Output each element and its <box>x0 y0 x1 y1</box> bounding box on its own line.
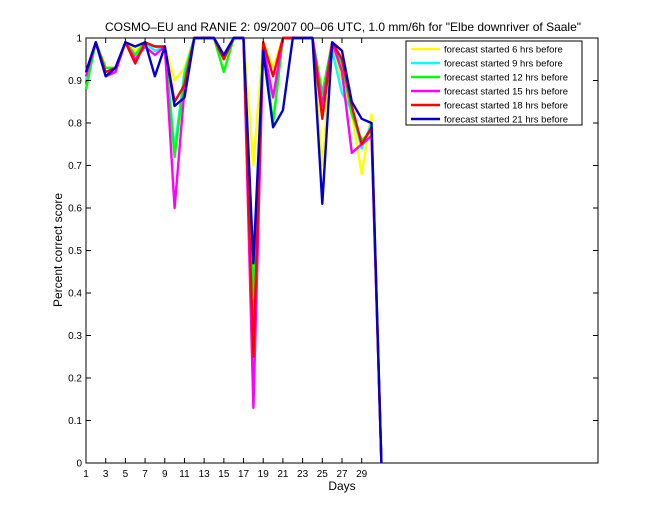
y-tick-label: 0.7 <box>68 161 82 172</box>
x-tick-label: 1 <box>83 469 89 480</box>
x-axis-label: Days <box>328 479 355 493</box>
x-tick-label: 17 <box>238 469 250 480</box>
x-tick-label: 29 <box>356 469 368 480</box>
y-tick-label: 0 <box>76 459 82 470</box>
chart-title: COSMO–EU and RANIE 2: 09/2007 00–06 UTC,… <box>105 20 581 34</box>
y-tick-label: 0.2 <box>68 374 82 385</box>
y-axis-label: Percent correct score <box>51 193 65 307</box>
legend-label-1: forecast started 6 hrs before <box>444 45 563 56</box>
legend-label-5: forecast started 18 hrs before <box>444 101 568 112</box>
x-tick-label: 7 <box>142 469 148 480</box>
x-tick-label: 27 <box>336 469 348 480</box>
x-axis: 1 3 5 7 9 11 13 15 17 19 21 23 25 27 29 <box>83 38 368 480</box>
y-axis: 0 0.1 0.2 0.3 0.4 0.5 0.6 0.7 0.8 0.9 1 <box>68 34 598 470</box>
y-tick-label: 0.9 <box>68 76 82 87</box>
x-tick-label: 3 <box>103 469 109 480</box>
series-line-6 <box>84 36 383 464</box>
y-tick-label: 0.8 <box>68 119 82 130</box>
legend: forecast started 6 hrs before forecast st… <box>405 40 583 126</box>
legend-label-6: forecast started 21 hrs before <box>444 115 568 126</box>
x-tick-label: 25 <box>317 469 329 480</box>
legend-label-3: forecast started 12 hrs before <box>444 73 568 84</box>
legend-label-4: forecast started 15 hrs before <box>444 87 568 98</box>
x-tick-label: 15 <box>218 469 230 480</box>
y-tick-label: 1 <box>76 34 82 45</box>
legend-label-2: forecast started 9 hrs before <box>444 59 563 70</box>
x-tick-label: 9 <box>162 469 168 480</box>
x-tick-label: 11 <box>179 469 190 480</box>
x-tick-label: 13 <box>199 469 211 480</box>
y-tick-label: 0.4 <box>68 289 82 300</box>
x-tick-label: 19 <box>258 469 270 480</box>
x-tick-label: 21 <box>277 469 289 480</box>
y-tick-label: 0.3 <box>68 331 82 342</box>
legend-box <box>405 40 583 126</box>
y-tick-label: 0.6 <box>68 204 82 215</box>
series-layer <box>84 36 383 464</box>
y-tick-label: 0.1 <box>68 416 82 427</box>
y-tick-label: 0.5 <box>68 246 82 257</box>
x-tick-label: 23 <box>297 469 309 480</box>
x-tick-label: 5 <box>123 469 129 480</box>
